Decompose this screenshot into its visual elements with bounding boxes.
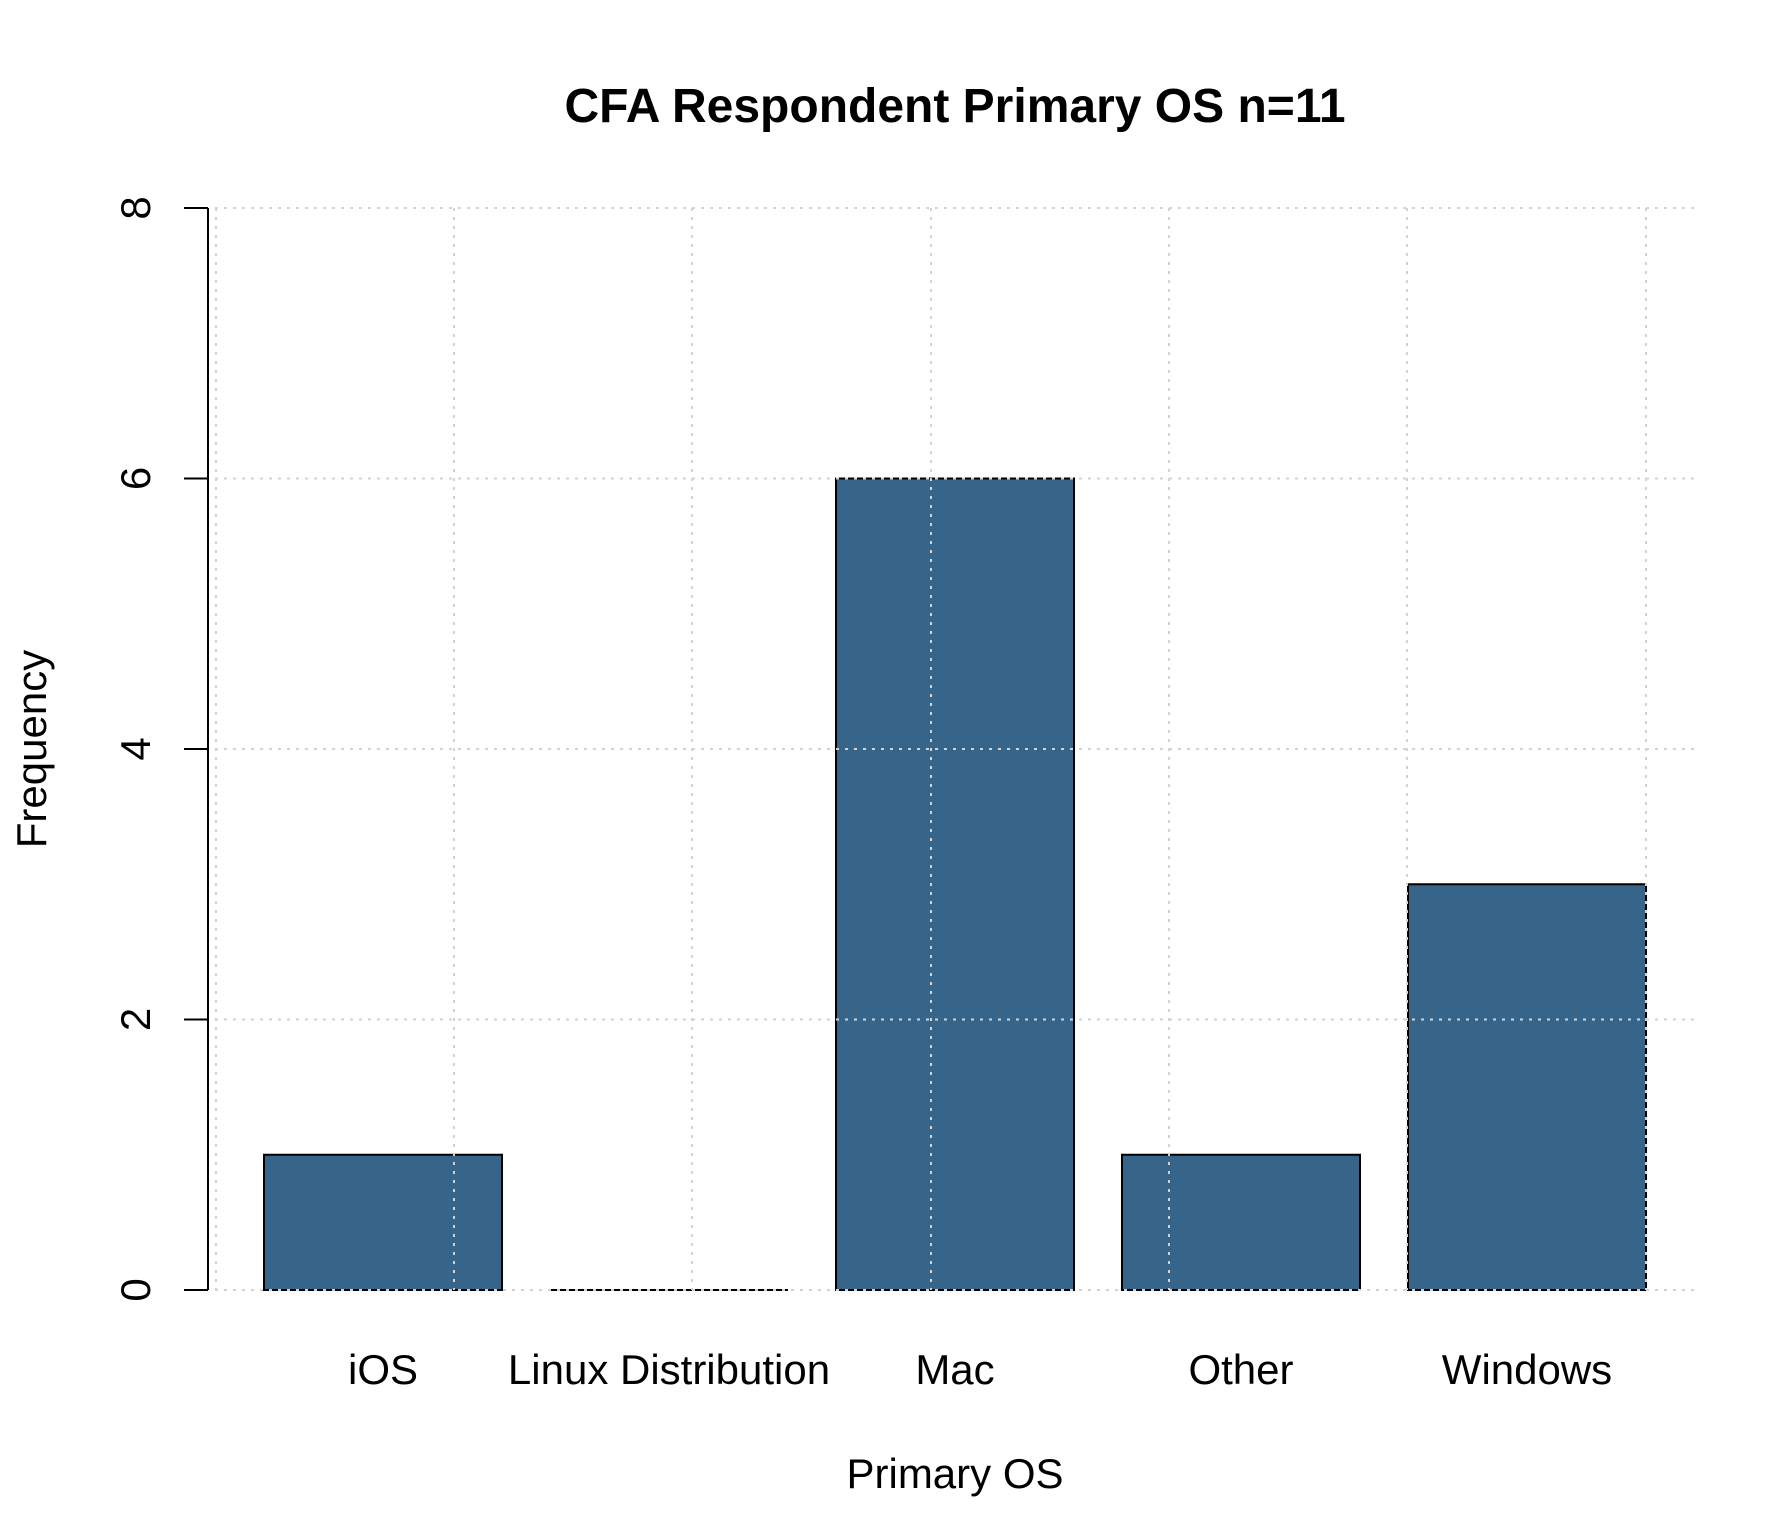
- x-tick-label: Other: [1188, 1346, 1293, 1393]
- bar-windows: [1407, 883, 1647, 1291]
- y-axis-label: Frequency: [8, 650, 55, 848]
- grid-overlay: [215, 207, 1698, 1291]
- bar-ios: [263, 1153, 503, 1291]
- x-tick-labels: iOS Linux Distribution Mac Other Windows: [348, 1346, 1612, 1393]
- x-tick-label: Windows: [1442, 1346, 1612, 1393]
- y-tick-label: 6: [112, 467, 159, 490]
- y-tick-label: 8: [112, 196, 159, 219]
- y-tick-label: 2: [112, 1008, 159, 1031]
- x-tick-label: Linux Distribution: [508, 1346, 830, 1393]
- x-tick-label: Mac: [915, 1346, 994, 1393]
- y-tick-label: 4: [112, 737, 159, 760]
- bar-other: [1121, 1153, 1361, 1291]
- y-axis: 0 2 4 6 8: [112, 196, 209, 1302]
- bar-mac: [835, 477, 1075, 1291]
- bars: [215, 207, 1698, 1291]
- y-tick-label: 0: [112, 1278, 159, 1301]
- x-axis-label: Primary OS: [846, 1450, 1063, 1497]
- chart-title: CFA Respondent Primary OS n=11: [564, 80, 1345, 133]
- x-tick-label: iOS: [348, 1346, 418, 1393]
